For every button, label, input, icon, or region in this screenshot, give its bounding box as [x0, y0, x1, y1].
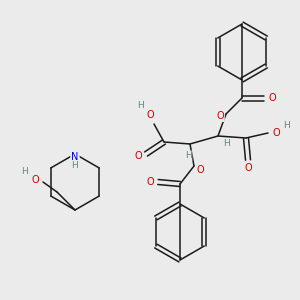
- Text: H: H: [72, 161, 78, 170]
- Text: O: O: [31, 175, 39, 185]
- Text: O: O: [146, 177, 154, 187]
- Text: O: O: [272, 128, 280, 138]
- Text: O: O: [268, 93, 276, 103]
- Text: O: O: [146, 110, 154, 120]
- Text: H: H: [22, 167, 28, 176]
- Text: O: O: [216, 111, 224, 121]
- Text: O: O: [196, 165, 204, 175]
- Text: N: N: [71, 152, 79, 162]
- Text: H: H: [223, 140, 230, 148]
- Text: O: O: [244, 163, 252, 173]
- Text: O: O: [134, 151, 142, 161]
- Text: H: H: [136, 101, 143, 110]
- Text: H: H: [184, 152, 191, 160]
- Text: H: H: [283, 121, 290, 130]
